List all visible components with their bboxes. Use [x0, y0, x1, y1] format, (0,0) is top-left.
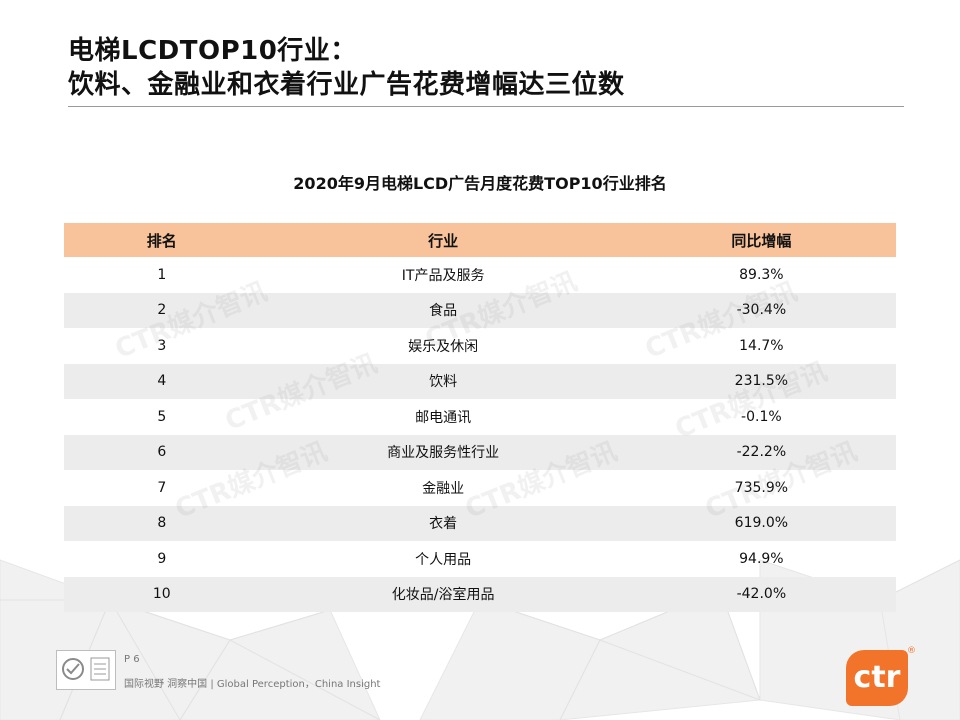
- cell-growth: -0.1%: [741, 408, 782, 425]
- cell-industry: 邮电通讯: [415, 409, 472, 426]
- header-rank: 排名: [64, 223, 260, 257]
- table-row: 2 食品 -30.4%: [64, 292, 896, 328]
- cell-industry: 商业及服务性行业: [259, 434, 627, 470]
- cell-growth: 231.5%: [626, 363, 896, 399]
- header-industry: 行业: [259, 223, 627, 257]
- title-divider: [68, 106, 904, 107]
- certification-logos: [56, 650, 116, 690]
- ranking-table: 排名 行业 同比增幅 1 IT产品及服务 89.3% 2 食品 -30.4% 3…: [64, 223, 896, 612]
- cell-rank: 2: [64, 292, 260, 328]
- table-row: 5 邮电通讯 -0.1%: [64, 399, 896, 435]
- page-number: P 6: [124, 654, 140, 665]
- cell-rank: 1: [157, 266, 167, 283]
- cell-rank: 5: [157, 408, 167, 425]
- cell-rank: 8: [64, 505, 260, 541]
- cell-growth: 94.9%: [739, 550, 784, 567]
- table-row: 3 娱乐及休闲 14.7%: [64, 328, 896, 364]
- table-row: 6 商业及服务性行业 -22.2%: [64, 434, 896, 470]
- cell-industry: 娱乐及休闲: [408, 338, 479, 355]
- cell-growth: 735.9%: [734, 479, 789, 496]
- cell-rank: 6: [64, 434, 260, 470]
- cell-growth: 619.0%: [626, 505, 896, 541]
- table-title: 2020年9月电梯LCD广告月度花费TOP10行业排名: [293, 174, 667, 193]
- header-growth: 同比增幅: [626, 223, 896, 257]
- table-row: 4 饮料 231.5%: [64, 363, 896, 399]
- title-line-1: 电梯LCDTOP10行业：: [68, 36, 357, 66]
- cell-rank: 4: [64, 363, 260, 399]
- cell-rank: 7: [157, 479, 167, 496]
- cell-growth: -22.2%: [626, 434, 896, 470]
- cell-growth: 14.7%: [739, 337, 784, 354]
- cell-industry: 衣着: [259, 505, 627, 541]
- cell-growth: -30.4%: [626, 292, 896, 328]
- cell-industry: 个人用品: [415, 551, 472, 568]
- cell-rank: 9: [157, 550, 167, 567]
- cell-rank: 3: [157, 337, 167, 354]
- cell-rank: 10: [64, 576, 260, 612]
- table-row: 7 金融业 735.9%: [64, 470, 896, 506]
- cell-industry: 食品: [259, 292, 627, 328]
- table-row: 10 化妆品/浴室用品 -42.0%: [64, 576, 896, 612]
- cell-industry: 化妆品/浴室用品: [259, 576, 627, 612]
- registered-mark: ®: [907, 646, 916, 656]
- cell-growth: -42.0%: [626, 576, 896, 612]
- footer-tagline: 国际视野 洞察中国 | Global Perception，China Insi…: [124, 679, 381, 690]
- slide-title: 电梯LCDTOP10行业： 饮料、金融业和衣着行业广告花费增幅达三位数: [68, 34, 908, 102]
- cell-industry: 饮料: [259, 363, 627, 399]
- table-row: 8 衣着 619.0%: [64, 505, 896, 541]
- table-row: 9 个人用品 94.9%: [64, 541, 896, 577]
- cell-industry: IT产品及服务: [401, 267, 485, 284]
- cell-industry: 金融业: [422, 480, 465, 497]
- table-header-row: 排名 行业 同比增幅: [64, 223, 896, 257]
- table-row: 1 IT产品及服务 89.3%: [64, 257, 896, 293]
- title-line-2: 饮料、金融业和衣着行业广告花费增幅达三位数: [68, 70, 625, 100]
- ctr-logo: ctr: [846, 650, 908, 706]
- cell-growth: 89.3%: [739, 266, 784, 283]
